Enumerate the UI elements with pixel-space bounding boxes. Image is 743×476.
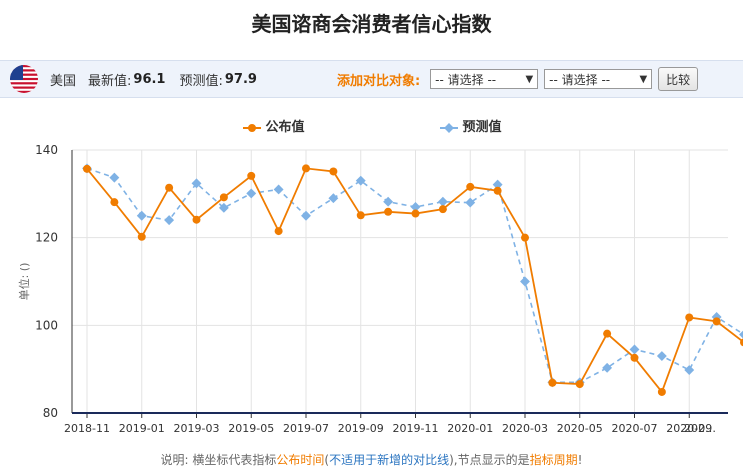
legend-forecast-marker — [440, 122, 458, 133]
forecast-point[interactable] — [383, 196, 394, 207]
footer-publish-time: 公布时间 — [276, 453, 325, 467]
legend-forecast-label: 预测值 — [462, 120, 502, 135]
x-tick-label: 202… — [684, 422, 716, 435]
published-point[interactable] — [740, 338, 743, 347]
x-tick-label: 2020-05 — [557, 422, 603, 435]
published-point[interactable] — [219, 193, 228, 202]
forecast-point[interactable] — [246, 188, 257, 199]
footer-paren-open: ( — [324, 453, 330, 467]
published-point[interactable] — [685, 313, 694, 322]
x-tick-label: 2018-11 — [64, 422, 110, 435]
compare-select-1-value: -- 请选择 -- — [435, 72, 497, 87]
footer-middle: ,节点显示的是 — [453, 453, 530, 467]
x-tick-label: 2019-09 — [338, 422, 384, 435]
footer-prefix: 说明: 横坐标代表指标 — [160, 453, 277, 467]
toolbar: 美国 最新值: 96.1 预测值: 97.9 添加对比对象: -- 请选择 --… — [0, 60, 743, 98]
footer-indicator-period: 指标周期 — [529, 453, 578, 467]
y-tick-label: 80 — [43, 406, 58, 420]
published-point[interactable] — [493, 186, 502, 195]
legend-item-forecast[interactable]: 预测值 — [440, 116, 502, 135]
forecast-point[interactable] — [656, 351, 667, 361]
x-tick-label: 2020-09 — [666, 422, 712, 435]
latest-value: 96.1 — [133, 71, 166, 87]
legend-item-published[interactable]: 公布值 — [243, 116, 305, 135]
published-point[interactable] — [603, 329, 612, 338]
legend-published-marker — [243, 123, 261, 132]
forecast-value-label: 预测值: — [179, 73, 223, 89]
forecast-point[interactable] — [164, 215, 175, 226]
latest-value-label: 最新值: — [88, 73, 132, 89]
published-point[interactable] — [110, 198, 119, 207]
footer-paren-close: ) — [449, 453, 454, 467]
published-point[interactable] — [630, 353, 639, 362]
forecast-point[interactable] — [520, 276, 530, 287]
published-point[interactable] — [575, 380, 584, 389]
published-point[interactable] — [165, 183, 174, 192]
legend-published-label: 公布值 — [265, 120, 305, 135]
forecast-point[interactable] — [328, 193, 339, 204]
x-tick-label: 2020-03 — [502, 422, 548, 435]
published-point[interactable] — [438, 205, 447, 214]
published-point[interactable] — [466, 182, 475, 191]
published-point[interactable] — [657, 387, 666, 396]
published-point[interactable] — [329, 167, 338, 176]
compare-label: 添加对比对象: — [336, 73, 421, 89]
chevron-down-icon: ▼ — [525, 73, 534, 85]
published-point[interactable] — [192, 215, 201, 224]
forecast-point[interactable] — [136, 210, 147, 221]
forecast-point[interactable] — [109, 172, 120, 183]
x-tick-label: 2020-01 — [447, 422, 493, 435]
compare-select-1[interactable]: -- 请选择 -- ▼ — [430, 69, 539, 89]
x-tick-label: 2020-07 — [612, 422, 658, 435]
x-tick-label: 2019-11 — [393, 422, 439, 435]
country-name: 美国 — [50, 73, 77, 89]
published-point[interactable] — [247, 171, 256, 180]
published-point[interactable] — [411, 209, 420, 218]
footer-not-applicable: 不适用于新增的对比线 — [329, 453, 450, 467]
y-tick-label: 140 — [35, 143, 58, 157]
x-tick-label: 2019-03 — [174, 422, 220, 435]
published-point[interactable] — [302, 164, 310, 173]
published-point[interactable] — [548, 378, 557, 387]
page-title: 美国谘商会消费者信心指数 — [251, 12, 492, 36]
y-tick-label: 120 — [35, 231, 58, 245]
published-point[interactable] — [384, 207, 393, 216]
forecast-point[interactable] — [273, 184, 284, 195]
published-point[interactable] — [521, 233, 529, 242]
chart-area: 80 100 120 140 2018-11 2019-01 2019-03 2019-05 2… — [17, 143, 743, 435]
published-point[interactable] — [356, 211, 365, 220]
forecast-point[interactable] — [629, 344, 640, 355]
published-point[interactable] — [137, 232, 146, 241]
compare-select-2-value: -- 请选择 -- — [549, 72, 611, 87]
compare-select-2[interactable]: -- 请选择 -- ▼ — [544, 69, 653, 89]
forecast-point[interactable] — [602, 362, 613, 373]
forecast-point[interactable] — [191, 178, 202, 189]
y-tick-label: 100 — [35, 318, 58, 332]
published-point[interactable] — [83, 164, 91, 173]
forecast-point[interactable] — [465, 197, 476, 208]
x-tick-label: 2019-05 — [228, 422, 274, 435]
forecast-point[interactable] — [739, 329, 743, 340]
y-axis-label: 单位: () — [17, 263, 31, 301]
forecast-point[interactable] — [684, 365, 695, 375]
us-flag-icon — [10, 65, 38, 93]
forecast-point[interactable] — [301, 210, 311, 221]
x-tick-label: 2019-01 — [119, 422, 165, 435]
published-point[interactable] — [712, 317, 721, 326]
published-point[interactable] — [274, 227, 283, 236]
compare-button[interactable]: 比较 — [658, 67, 699, 91]
chevron-down-icon: ▼ — [639, 73, 648, 85]
forecast-value: 97.9 — [224, 71, 257, 87]
footer-note: 说明: 横坐标代表指标公布时间(不适用于新增的对比线),节点显示的是指标周期! — [0, 451, 743, 468]
x-tick-label: 2019-07 — [283, 422, 329, 435]
footer-suffix: ! — [577, 453, 583, 467]
forecast-point[interactable] — [218, 202, 229, 213]
forecast-point[interactable] — [355, 175, 366, 186]
